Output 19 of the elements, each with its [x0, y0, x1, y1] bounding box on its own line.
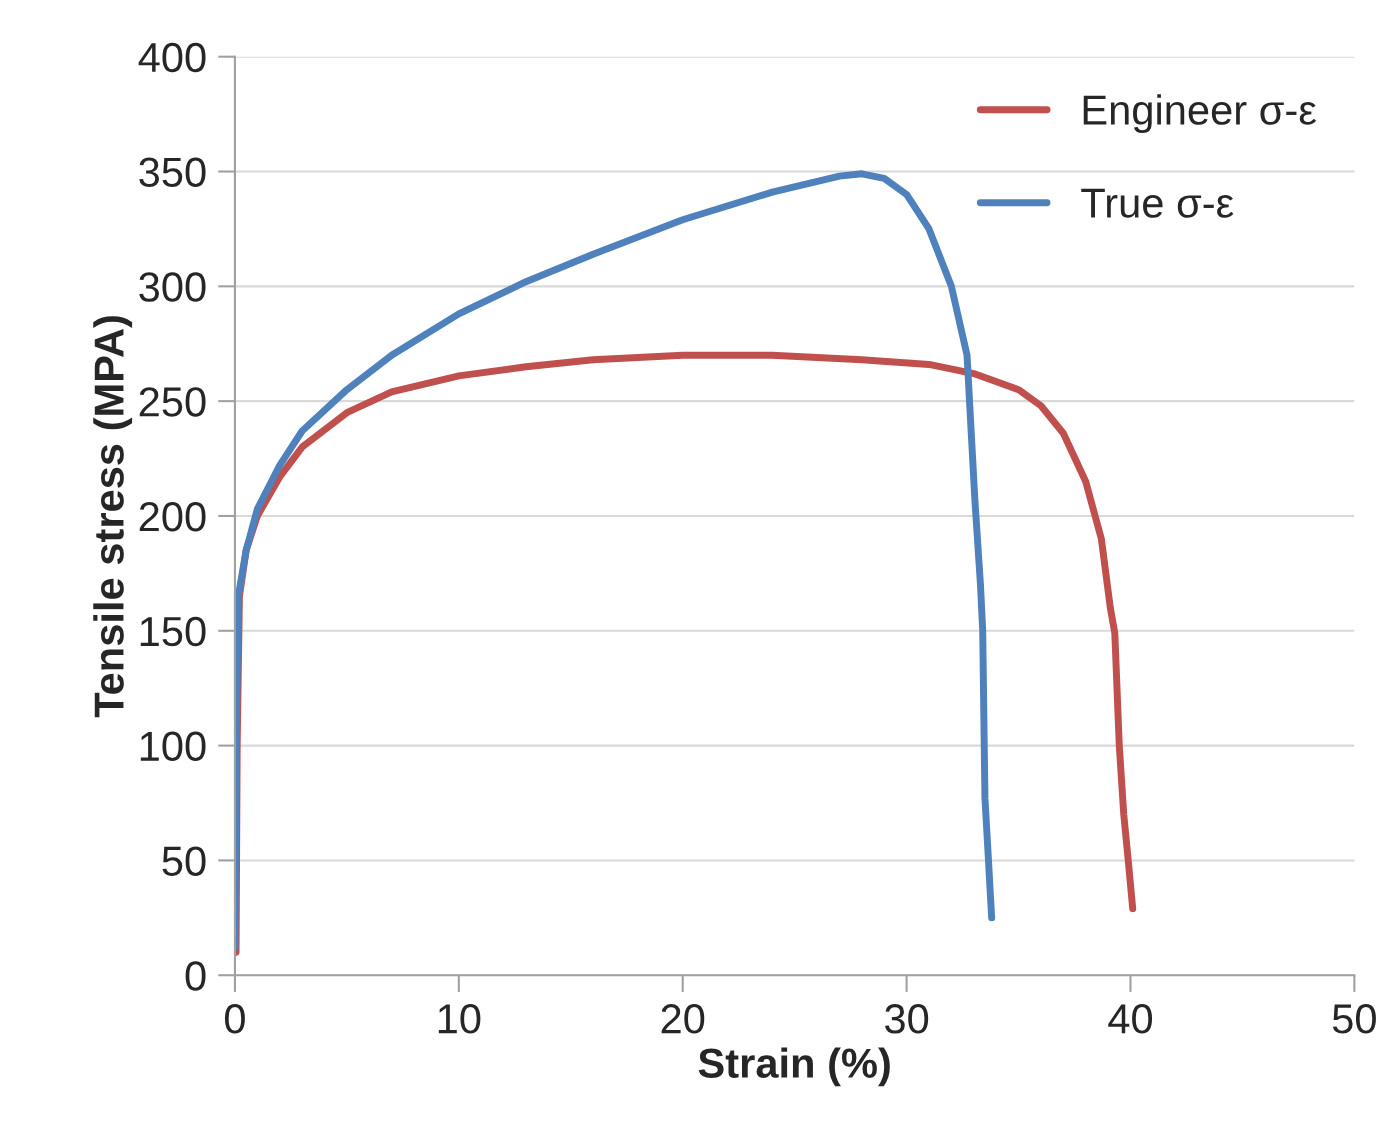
x-tick-label: 0	[224, 1004, 245, 1034]
legend-label: Engineer σ-ε	[1083, 94, 1317, 134]
y-tick-label: 0	[185, 961, 206, 991]
y-tick-label: 150	[140, 616, 206, 647]
y-axis-title: Tensile stress (MPA)	[93, 316, 133, 718]
x-tick-label: 10	[438, 1004, 481, 1034]
x-tick-label: 50	[1332, 1004, 1376, 1034]
y-tick-label: 200	[139, 501, 206, 532]
legend-label: True σ-ε	[1081, 188, 1234, 218]
x-tick-label: 30	[885, 1004, 929, 1034]
y-tick-label: 250	[139, 387, 206, 417]
y-tick-label: 350	[139, 157, 206, 188]
x-tick-label: 40	[1108, 1004, 1153, 1034]
x-tick-label: 20	[661, 1004, 705, 1034]
y-tick-label: 400	[138, 42, 206, 73]
y-tick-label: 100	[140, 731, 206, 762]
y-tick-label: 50	[162, 846, 206, 876]
y-tick-label: 300	[139, 272, 206, 302]
x-axis-title: Strain (%)	[698, 1047, 890, 1087]
